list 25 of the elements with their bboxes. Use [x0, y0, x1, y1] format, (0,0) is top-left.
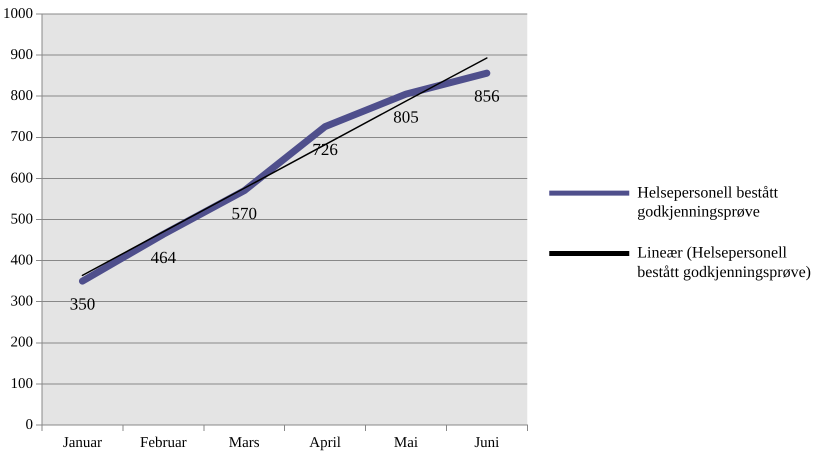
- y-tick-label: 200: [10, 334, 33, 351]
- y-tick-label: 400: [10, 252, 33, 269]
- y-tick-label: 100: [10, 376, 33, 392]
- data-label: 570: [231, 204, 257, 224]
- x-tick-label: Mars: [228, 434, 260, 451]
- data-label: 726: [312, 140, 338, 160]
- data-label: 856: [474, 86, 500, 106]
- y-tick-label: 800: [10, 88, 33, 104]
- y-tick-label: 900: [10, 47, 33, 64]
- y-tick-label: 0: [26, 416, 33, 433]
- x-tick-label: Juni: [474, 434, 500, 451]
- legend-label: Lineær (Helsepersonell bestått godkjenningsprøve): [637, 244, 812, 281]
- x-tick-label: Februar: [140, 434, 187, 451]
- x-tick-label: April: [309, 434, 341, 451]
- x-tick-label: Mai: [394, 434, 418, 451]
- x-tick-label: Januar: [62, 434, 102, 451]
- y-tick-label: 500: [10, 211, 33, 228]
- y-tick-label: 700: [10, 129, 33, 146]
- y-tick-label: 1000: [3, 6, 33, 22]
- y-tick-label: 300: [10, 294, 33, 310]
- y-tick-label: 600: [10, 170, 33, 186]
- data-label: 350: [70, 294, 96, 314]
- data-label: 464: [150, 248, 177, 267]
- data-label: 805: [393, 108, 419, 127]
- legend-label: Helsepersonell bestått godkjenningsprøve: [637, 184, 779, 221]
